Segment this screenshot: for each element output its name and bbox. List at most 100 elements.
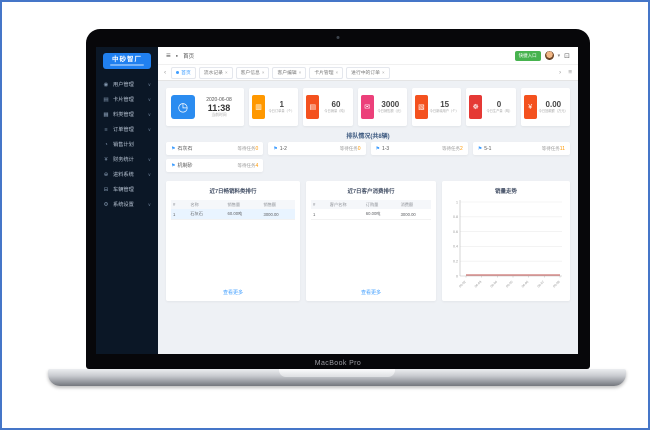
- laptop-screen: 中砂智厂 ◉ 用户管理 ∨ ▤ 卡片管理 ∨ ▦ 料类管理 ∨ ≡ 订单管理: [86, 29, 590, 369]
- time-text: 2020-06-08 11:38 当前时间: [199, 97, 239, 118]
- close-icon[interactable]: ×: [224, 70, 228, 75]
- tab-menu-icon[interactable]: ≡: [568, 69, 572, 76]
- column-header: 销售量: [225, 200, 262, 209]
- breadcrumb: 首页: [183, 53, 195, 60]
- sidebar-item-label: 订单管理: [113, 127, 134, 133]
- sidebar-item-label: 销售计划: [113, 142, 134, 148]
- sidebar-item-label: 料类管理: [113, 112, 134, 118]
- chevron-down-icon: ∨: [147, 126, 151, 132]
- tab-customer-info[interactable]: 客户信息 ×: [235, 66, 270, 79]
- close-icon[interactable]: ×: [335, 70, 339, 75]
- tab-label: 客户编辑: [277, 71, 297, 76]
- tab-card-management[interactable]: 卡片管理 ×: [309, 66, 344, 79]
- stat-label: 今日回款额（万元）: [538, 109, 568, 113]
- panels-row: 近7日畅销料类排行 # 名称 销售量 销售额 1 石灰石: [166, 181, 570, 301]
- stat-card-payment: ¥ 0.00 今日回款额（万元）: [520, 88, 570, 126]
- panel-trend-chart: 销量走势 0 0.2 0.4 0.6 0.8 1 06-02 06-03 06-04 06-05 0…: [442, 181, 570, 301]
- stat-card-orders: ▥ 1 今日订单量（个）: [249, 88, 299, 126]
- stat-label: 今日订单量（个）: [268, 109, 295, 113]
- sidebar: 中砂智厂 ◉ 用户管理 ∨ ▤ 卡片管理 ∨ ▦ 料类管理 ∨ ≡ 订单管理: [96, 47, 158, 354]
- stat-text: 0 今日生产量（吨）: [485, 100, 512, 114]
- tab-scroll-left-icon[interactable]: ‹: [164, 69, 167, 76]
- header-actions: 快捷入口 ▾ ⊡: [514, 50, 570, 61]
- sidebar-item-label: 用户管理: [113, 82, 134, 88]
- queue-wait-count: 0: [357, 145, 361, 152]
- device-label: MacBook Pro: [314, 360, 362, 367]
- cell-name: [327, 209, 364, 220]
- tab-label: 流水记录: [203, 71, 223, 76]
- sidebar-item-finance[interactable]: ¥ 财务统计 ∨: [96, 152, 158, 167]
- hamburger-icon[interactable]: ≡: [166, 50, 171, 60]
- time-caption: 当前时间: [211, 112, 227, 117]
- sidebar-item-users[interactable]: ◉ 用户管理 ∨: [96, 77, 158, 92]
- queue-wait-count: 11: [559, 145, 565, 152]
- sidebar-item-cards[interactable]: ▤ 卡片管理 ∨: [96, 92, 158, 107]
- app-logo[interactable]: 中砂智厂: [103, 53, 151, 69]
- bestseller-table: # 名称 销售量 销售额 1 石灰石 60.00吨 3000.00: [171, 200, 295, 220]
- sidebar-item-vehicles[interactable]: ⊟ 车辆管理: [96, 182, 158, 197]
- tab-bar-end: › ≡: [557, 69, 574, 76]
- table-row[interactable]: 1 石灰石 60.00吨 3000.00: [171, 209, 295, 220]
- panel-title: 近7日客户消费排行: [347, 189, 395, 195]
- sidebar-item-orders[interactable]: ≡ 订单管理 ∨: [96, 122, 158, 137]
- table-row[interactable]: 1 60.00吨 3000.00: [311, 209, 431, 220]
- dashboard: 中砂智厂 ◉ 用户管理 ∨ ▤ 卡片管理 ∨ ▦ 料类管理 ∨ ≡ 订单管理: [96, 47, 578, 354]
- close-icon[interactable]: ×: [298, 70, 302, 75]
- main-area: ≡ ● 首页 快捷入口 ▾ ⊡ ‹ 首页 流水记录 ×: [158, 47, 578, 354]
- stat-label: 今日销量（吨）: [324, 109, 348, 113]
- tab-home[interactable]: 首页: [171, 66, 196, 79]
- stat-label: 今日生产量（吨）: [486, 109, 512, 113]
- tab-ongoing-orders[interactable]: 进行中的订单 ×: [346, 66, 390, 79]
- yen-icon: ¥: [104, 156, 108, 163]
- stat-value: 1: [279, 100, 284, 109]
- chevron-down-icon[interactable]: ▾: [557, 52, 561, 59]
- queue-wait-count: 4: [255, 162, 259, 169]
- tab-flow-records[interactable]: 流水记录 ×: [198, 66, 233, 79]
- chevron-down-icon: ∨: [147, 171, 151, 177]
- quick-entry-button[interactable]: 快捷入口: [514, 50, 541, 61]
- stat-card-new-users: ▧ 15 今日新增用户（个）: [411, 88, 462, 126]
- cell-volume: 60.00吨: [225, 209, 262, 220]
- sidebar-item-materials[interactable]: ▦ 料类管理 ∨: [96, 107, 158, 122]
- avatar[interactable]: [544, 51, 554, 60]
- svg-text:0.8: 0.8: [453, 215, 458, 219]
- app-logo-text: 中砂智厂: [112, 55, 142, 63]
- cell-amount: 3000.00: [398, 209, 431, 220]
- tab-scroll-right-icon[interactable]: ›: [559, 69, 562, 76]
- stat-value: 15: [440, 100, 450, 109]
- sidebar-item-label: 车辆管理: [113, 187, 134, 193]
- view-more-link[interactable]: 查看更多: [222, 290, 243, 296]
- svg-text:06-03: 06-03: [474, 280, 483, 289]
- top-header: ≡ ● 首页 快捷入口 ▾ ⊡: [158, 47, 578, 65]
- svg-text:1: 1: [456, 200, 458, 204]
- svg-text:0.6: 0.6: [453, 230, 458, 234]
- chevron-down-icon: ∨: [147, 81, 151, 87]
- tab-customer-edit[interactable]: 客户编辑 ×: [272, 66, 307, 79]
- stat-text: 0.00 今日回款额（万元）: [538, 100, 568, 114]
- truck-icon: ⚑: [171, 162, 176, 169]
- svg-text:06-05: 06-05: [505, 280, 514, 289]
- queue-item-name: 1-2: [279, 145, 287, 152]
- queue-item: ⚑ 机制砂 等待任务 4: [166, 159, 264, 172]
- bag-icon: ▥: [252, 95, 265, 119]
- svg-text:0.4: 0.4: [453, 245, 458, 249]
- stat-card-production: ☸ 0 今日生产量（吨）: [466, 88, 516, 126]
- stat-text: 3000 今日销售额（元）: [377, 100, 404, 114]
- column-header: 名称: [188, 200, 226, 209]
- queue-section-title: 排队情况(共8辆): [346, 134, 390, 140]
- queue-grid: ⚑ 石灰石 等待任务 0 ⚑ 1-2 等待任务 0 ⚑ 1-3 等待任务: [166, 142, 570, 172]
- close-icon[interactable]: ×: [381, 70, 385, 75]
- sidebar-item-settings[interactable]: ⚙ 系统设置 ∨: [96, 197, 158, 212]
- close-icon[interactable]: ×: [261, 70, 265, 75]
- chevron-down-icon: ∨: [147, 156, 151, 162]
- card-icon: ▤: [103, 96, 109, 103]
- view-more-link[interactable]: 查看更多: [360, 290, 381, 296]
- sidebar-item-sales-plan[interactable]: ◔ 销售计划: [96, 137, 158, 152]
- fullscreen-icon[interactable]: ⊡: [564, 52, 570, 60]
- sidebar-item-feed-system[interactable]: ⊕ 进料系统 ∨: [96, 167, 158, 182]
- queue-wait-label: 等待任务: [237, 145, 256, 151]
- clock-icon: ◷: [171, 95, 195, 119]
- sidebar-item-label: 财务统计: [113, 157, 134, 163]
- stat-cards-row: ◷ 2020-06-08 11:38 当前时间 ▥ 1 今日订单量（个）: [166, 88, 570, 126]
- queue-wait-count: 0: [255, 145, 259, 152]
